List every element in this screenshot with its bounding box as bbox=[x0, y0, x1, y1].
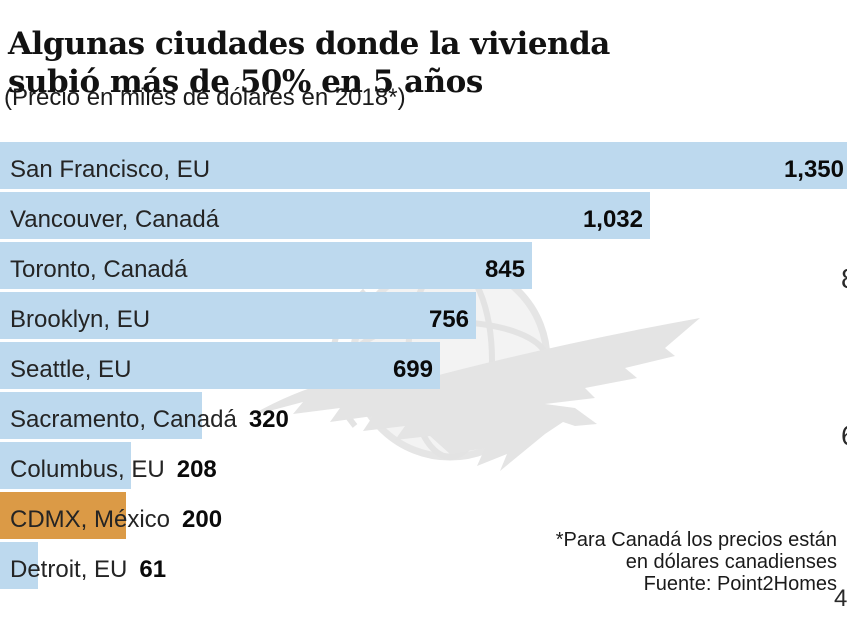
bar bbox=[0, 542, 38, 589]
clipped-digit-top: 8 bbox=[841, 264, 847, 294]
clipped-digit-bottom: 4 bbox=[834, 585, 847, 612]
bar bbox=[0, 392, 202, 439]
value-label: 208 bbox=[176, 456, 217, 483]
bar-row: Detroit, EU 61 bbox=[0, 542, 847, 589]
bar-row: Vancouver, Canadá 1,032 bbox=[0, 192, 847, 239]
bar-row: Seattle, EU 699 bbox=[0, 342, 847, 389]
footnote-line1: *Para Canadá los precios están bbox=[555, 529, 837, 551]
source-footnote: *Para Canadá los precios están en dólare… bbox=[556, 529, 837, 595]
value-label: 320 bbox=[248, 406, 289, 433]
category-label: San Francisco, EU bbox=[10, 156, 211, 183]
chart-title-line2: subió más de 50% en 5 años bbox=[8, 63, 483, 100]
category-label: Detroit, EU bbox=[10, 556, 128, 583]
bar-row: CDMX, México 200 bbox=[0, 492, 847, 539]
bar-row: Sacramento, Canadá 320 bbox=[0, 392, 847, 439]
value-label: 699 bbox=[392, 356, 433, 383]
bar-row: Brooklyn, EU 756 bbox=[0, 292, 847, 339]
clipped-digit-middle: 6 bbox=[841, 421, 847, 451]
category-label: Toronto, Canadá bbox=[10, 256, 188, 283]
category-label: Seattle, EU bbox=[10, 356, 132, 383]
bar bbox=[0, 242, 532, 289]
category-and-value: Columbus, EU 208 bbox=[10, 456, 217, 484]
chart-title-line1: Algunas ciudades donde la vivienda bbox=[8, 25, 610, 62]
chart-subtitle: (Precio en miles de dólares en 2018*) bbox=[4, 84, 406, 111]
category-label: Columbus, EU bbox=[10, 456, 165, 483]
category-and-value: Sacramento, Canadá 320 bbox=[10, 406, 289, 434]
category-label: Sacramento, Canadá bbox=[10, 406, 237, 433]
bar bbox=[0, 192, 650, 239]
value-label: 61 bbox=[139, 556, 167, 583]
bar bbox=[0, 292, 476, 339]
bar bbox=[0, 342, 440, 389]
value-label: 845 bbox=[484, 256, 525, 283]
category-label: Brooklyn, EU bbox=[10, 306, 151, 333]
bar-row: San Francisco, EU 1,350 bbox=[0, 142, 847, 189]
category-and-value: CDMX, México 200 bbox=[10, 506, 222, 534]
value-label: 756 bbox=[428, 306, 469, 333]
category-and-value: Detroit, EU 61 bbox=[10, 556, 166, 584]
footnote-line3: Fuente: Point2Homes bbox=[643, 573, 837, 595]
category-label: CDMX, México bbox=[10, 506, 171, 533]
value-label: 1,032 bbox=[582, 206, 643, 233]
value-label: 1,350 bbox=[783, 156, 844, 183]
bar-chart: San Francisco, EU 1,350 Vancouver, Canadá 1… bbox=[0, 142, 847, 592]
value-label: 200 bbox=[182, 506, 223, 533]
bar bbox=[0, 442, 131, 489]
bar-row: Columbus, EU 208 bbox=[0, 442, 847, 489]
category-label: Vancouver, Canadá bbox=[10, 206, 220, 233]
bar-highlighted bbox=[0, 492, 126, 539]
bar bbox=[0, 142, 847, 189]
bar-row: Toronto, Canadá 845 bbox=[0, 242, 847, 289]
chart-title: Algunas ciudades donde la vivienda subió … bbox=[8, 25, 610, 101]
footnote-line2: en dólares canadienses bbox=[625, 551, 837, 573]
